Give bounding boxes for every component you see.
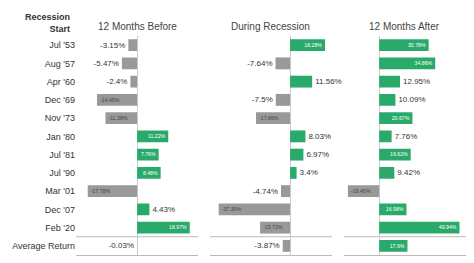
- svg-text:6.97%: 6.97%: [306, 150, 329, 159]
- svg-text:16.98%: 16.98%: [386, 206, 404, 212]
- svg-text:-4.74%: -4.74%: [253, 187, 278, 196]
- svg-text:9.42%: 9.42%: [397, 168, 420, 177]
- svg-text:-14.45%: -14.45%: [100, 97, 120, 103]
- svg-text:Apr '60: Apr '60: [47, 77, 75, 87]
- svg-text:-3.15%: -3.15%: [100, 41, 125, 50]
- svg-text:Aug '57: Aug '57: [45, 59, 75, 69]
- svg-text:-15.72%: -15.72%: [263, 224, 283, 230]
- svg-text:Jan '80: Jan '80: [46, 132, 75, 142]
- svg-text:10.09%: 10.09%: [398, 95, 425, 104]
- svg-text:18.97%: 18.97%: [169, 224, 187, 230]
- svg-text:4.43%: 4.43%: [152, 205, 175, 214]
- svg-text:3.4%: 3.4%: [300, 168, 318, 177]
- svg-text:Dec '07: Dec '07: [45, 205, 75, 215]
- svg-text:-17.86%: -17.86%: [259, 115, 279, 121]
- svg-text:-37.39%: -37.39%: [222, 206, 242, 212]
- svg-text:Jul '90: Jul '90: [49, 168, 75, 178]
- svg-text:-11.38%: -11.38%: [109, 115, 128, 121]
- svg-text:20.67%: 20.67%: [392, 115, 410, 121]
- svg-text:Jul '53: Jul '53: [49, 40, 75, 50]
- svg-text:Jul '81: Jul '81: [49, 150, 75, 160]
- svg-text:Dec '69: Dec '69: [45, 95, 75, 105]
- svg-text:17.6%: 17.6%: [390, 243, 405, 249]
- svg-text:18.28%: 18.28%: [304, 42, 322, 48]
- svg-text:11.22%: 11.22%: [148, 133, 166, 139]
- svg-text:12 Months Before: 12 Months Before: [98, 21, 177, 32]
- svg-text:19.62%: 19.62%: [390, 151, 408, 157]
- svg-text:30.78%: 30.78%: [408, 42, 426, 48]
- svg-text:RecessionStart: RecessionStart: [25, 12, 70, 34]
- svg-text:-2.4%: -2.4%: [107, 77, 128, 86]
- svg-text:12 Months After: 12 Months After: [369, 21, 440, 32]
- svg-text:Mar '01: Mar '01: [45, 186, 75, 196]
- svg-text:-7.64%: -7.64%: [247, 59, 272, 68]
- svg-text:7.76%: 7.76%: [141, 151, 156, 157]
- svg-text:8.48%: 8.48%: [143, 170, 158, 176]
- svg-text:8.03%: 8.03%: [308, 132, 331, 141]
- svg-text:During Recession: During Recession: [231, 21, 310, 32]
- svg-text:Nov '73: Nov '73: [45, 113, 75, 123]
- svg-text:-19.45%: -19.45%: [351, 188, 371, 194]
- svg-text:-3.87%: -3.87%: [254, 241, 279, 250]
- svg-text:-7.5%: -7.5%: [252, 95, 273, 104]
- svg-text:34.86%: 34.86%: [415, 60, 433, 66]
- svg-text:Average Return: Average Return: [12, 241, 75, 251]
- svg-text:11.56%: 11.56%: [315, 77, 342, 86]
- svg-text:-5.47%: -5.47%: [94, 59, 119, 68]
- svg-text:-0.03%: -0.03%: [109, 241, 134, 250]
- svg-text:Feb '20: Feb '20: [45, 223, 75, 233]
- svg-text:7.76%: 7.76%: [395, 132, 418, 141]
- svg-text:49.94%: 49.94%: [439, 224, 457, 230]
- svg-text:-17.78%: -17.78%: [91, 188, 111, 194]
- svg-text:12.95%: 12.95%: [403, 77, 430, 86]
